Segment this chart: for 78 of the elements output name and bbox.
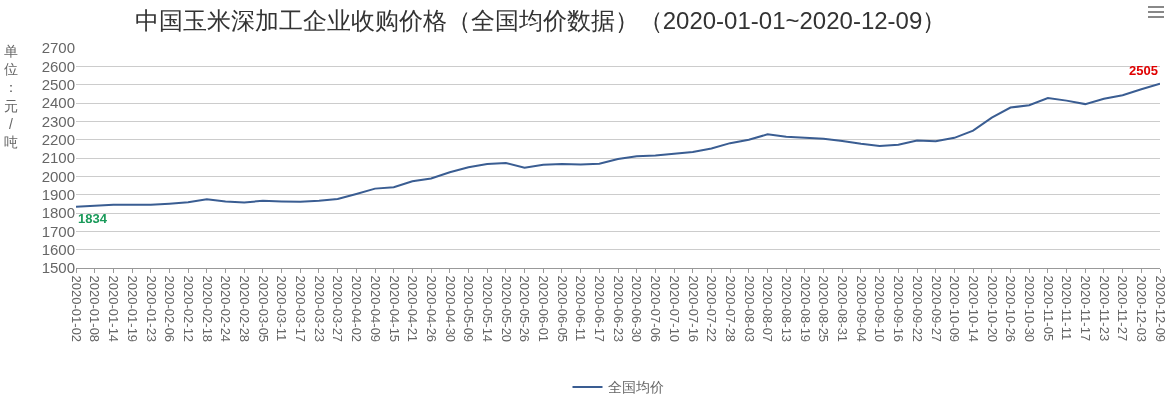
x-tick-label: 2020-02-06 (162, 275, 178, 343)
y-tick-label: 1600 (41, 240, 75, 258)
x-tick-label: 2020-06-30 (629, 275, 645, 343)
x-tick-label: 2020-03-05 (255, 275, 271, 343)
y-tick-label: 1800 (41, 204, 75, 222)
x-tick-label: 2020-10-09 (947, 275, 963, 343)
x-tick-label: 2020-09-16 (891, 275, 907, 343)
x-tick-label: 2020-01-14 (106, 275, 122, 343)
x-tick-label: 2020-11-05 (1040, 275, 1056, 342)
x-tick-label: 2020-06-01 (536, 275, 552, 343)
x-tick-label: 2020-06-17 (592, 275, 608, 343)
y-tick-label: 1500 (41, 259, 75, 277)
x-tick-label: 2020-09-04 (853, 275, 869, 343)
line-series (76, 82, 1160, 208)
x-tick-label: 2020-08-25 (816, 275, 832, 343)
x-tick-label: 2020-07-22 (704, 275, 720, 343)
x-tick-label: 2020-06-11 (573, 275, 589, 342)
annotation: 2505 (1129, 63, 1158, 78)
x-tick-label: 2020-04-30 (442, 275, 458, 343)
y-tick-label: 2200 (41, 130, 75, 148)
x-tick-label: 2020-10-20 (984, 275, 1000, 343)
x-tick-label: 2020-08-07 (760, 275, 776, 343)
x-tick-label: 2020-01-23 (143, 275, 159, 343)
x-tick-label: 2020-11-11 (1059, 275, 1075, 341)
x-tick-label: 2020-01-02 (68, 275, 84, 343)
annotation: 1834 (78, 211, 108, 226)
x-tick-label: 2020-08-19 (797, 275, 813, 343)
y-tick-label: 2600 (41, 57, 75, 75)
x-tick-label: 2020-11-27 (1115, 275, 1131, 342)
x-tick-label: 2020-10-14 (965, 275, 981, 343)
x-tick-label: 2020-12-09 (1152, 275, 1168, 343)
x-tick-label: 2020-06-05 (554, 275, 570, 343)
x-tick-label: 2020-05-14 (479, 275, 495, 343)
legend-label: 全国均价 (607, 379, 664, 396)
x-tick-label: 2020-04-02 (349, 275, 365, 343)
x-tick-label: 2020-07-16 (685, 275, 701, 343)
y-tick-label: 2300 (41, 112, 75, 130)
x-tick-label: 2020-02-24 (218, 275, 234, 343)
x-tick-label: 2020-03-17 (293, 275, 309, 343)
x-tick-label: 2020-04-26 (423, 275, 439, 343)
x-tick-label: 2020-02-18 (199, 275, 215, 343)
x-tick-label: 2020-11-17 (1078, 275, 1094, 342)
y-tick-label: 2100 (41, 149, 75, 167)
x-tick-label: 2020-05-20 (498, 275, 514, 343)
x-tick-label: 2020-11-23 (1096, 275, 1112, 342)
x-tick-label: 2020-10-30 (1021, 275, 1037, 343)
x-tick-label: 2020-04-15 (386, 275, 402, 343)
x-tick-label: 2020-03-27 (330, 275, 346, 343)
chart-title: 中国玉米深加工企业收购价格（全国均价数据）（2020-01-01~2020-12-09） (134, 7, 947, 35)
x-tick-label: 2020-09-27 (928, 275, 944, 343)
y-tick-label: 1700 (41, 222, 75, 240)
x-tick-label: 2020-05-26 (517, 275, 533, 343)
y-axis-title: 单位：元/吨 (4, 43, 18, 150)
y-tick-label: 1900 (41, 185, 75, 203)
x-tick-label: 2020-01-08 (87, 275, 103, 343)
x-tick-label: 2020-01-19 (124, 275, 140, 343)
x-tick-label: 2020-07-10 (666, 275, 682, 343)
x-tick-label: 2020-05-09 (461, 275, 477, 343)
x-tick-label: 2020-07-06 (648, 275, 664, 343)
x-tick-label: 2020-02-28 (236, 275, 252, 343)
y-tick-label: 2000 (41, 167, 75, 185)
x-tick-label: 2020-03-11 (274, 275, 290, 342)
x-tick-label: 2020-04-21 (405, 275, 421, 343)
y-tick-label: 2400 (41, 94, 75, 112)
x-tick-label: 2020-06-23 (610, 275, 626, 343)
x-tick-label: 2020-07-28 (722, 275, 738, 343)
x-tick-label: 2020-04-09 (367, 275, 383, 343)
x-tick-label: 2020-02-12 (180, 275, 196, 343)
x-tick-label: 2020-08-13 (778, 275, 794, 343)
y-tick-label: 2500 (41, 75, 75, 93)
y-tick-label: 2700 (41, 39, 75, 57)
x-tick-label: 2020-08-31 (835, 275, 851, 343)
x-tick-label: 2020-09-22 (909, 275, 925, 343)
x-tick-label: 2020-03-23 (311, 275, 327, 343)
x-tick-label: 2020-08-03 (741, 275, 757, 343)
x-tick-label: 2020-12-03 (1134, 275, 1150, 343)
x-tick-label: 2020-10-26 (1003, 275, 1019, 343)
x-tick-label: 2020-09-10 (872, 275, 888, 343)
